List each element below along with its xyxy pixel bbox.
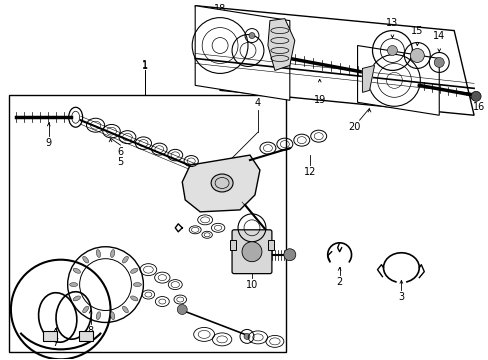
Circle shape <box>244 333 249 339</box>
Bar <box>267 240 273 250</box>
Text: 2: 2 <box>336 276 342 287</box>
Circle shape <box>470 91 480 101</box>
Bar <box>42 332 57 341</box>
Ellipse shape <box>130 296 138 301</box>
Text: 4: 4 <box>254 98 261 108</box>
Ellipse shape <box>122 256 128 263</box>
Circle shape <box>409 49 424 62</box>
Ellipse shape <box>96 249 101 257</box>
Circle shape <box>177 305 187 315</box>
Text: 9: 9 <box>45 138 52 148</box>
Ellipse shape <box>130 268 138 273</box>
Polygon shape <box>267 19 294 71</box>
Ellipse shape <box>122 306 128 313</box>
Text: 3: 3 <box>398 292 404 302</box>
Ellipse shape <box>211 174 233 192</box>
Circle shape <box>248 32 254 39</box>
Polygon shape <box>195 6 473 115</box>
Ellipse shape <box>96 312 101 320</box>
Ellipse shape <box>110 249 115 257</box>
Text: 20: 20 <box>347 122 360 132</box>
FancyBboxPatch shape <box>232 230 271 274</box>
Ellipse shape <box>73 268 81 273</box>
Circle shape <box>386 45 397 55</box>
Text: 16: 16 <box>472 102 484 112</box>
Text: 11: 11 <box>245 262 258 272</box>
Ellipse shape <box>69 283 78 287</box>
Text: 17: 17 <box>241 21 254 31</box>
Circle shape <box>433 58 443 67</box>
Text: 13: 13 <box>386 18 398 28</box>
Ellipse shape <box>82 306 88 313</box>
Circle shape <box>283 249 295 261</box>
Text: 12: 12 <box>303 167 315 177</box>
Text: 7: 7 <box>53 338 59 348</box>
Ellipse shape <box>73 296 81 301</box>
Text: 18: 18 <box>214 4 226 14</box>
Text: 10: 10 <box>245 280 258 289</box>
Circle shape <box>242 242 262 262</box>
Bar <box>79 332 92 341</box>
Ellipse shape <box>110 312 115 320</box>
Text: 1: 1 <box>142 60 148 71</box>
Text: 14: 14 <box>432 31 445 41</box>
Ellipse shape <box>82 256 88 263</box>
Text: 19: 19 <box>313 95 325 105</box>
Bar <box>9 95 285 352</box>
Text: 8: 8 <box>87 327 94 336</box>
Text: 21: 21 <box>271 90 284 100</box>
Polygon shape <box>357 45 438 115</box>
Ellipse shape <box>133 283 141 287</box>
Polygon shape <box>182 155 260 212</box>
Text: 1: 1 <box>142 62 148 71</box>
Text: 15: 15 <box>410 26 423 36</box>
Text: 5: 5 <box>117 157 123 167</box>
Bar <box>229 240 236 250</box>
Text: 6: 6 <box>117 147 123 157</box>
Polygon shape <box>195 6 289 100</box>
Polygon shape <box>362 66 374 92</box>
